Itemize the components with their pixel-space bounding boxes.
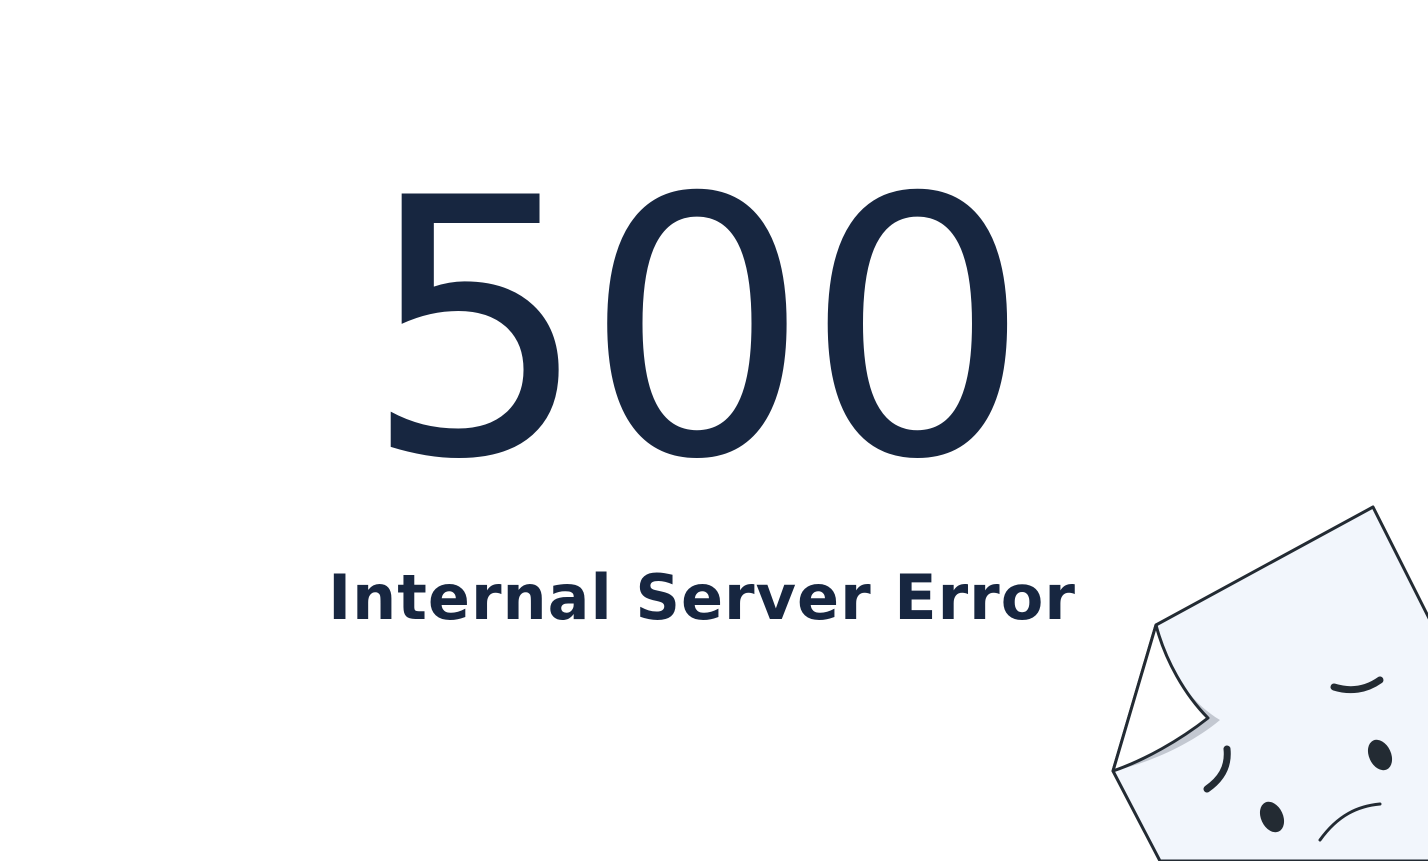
- error-message: Internal Server Error: [328, 561, 1076, 634]
- eye-left: [1259, 801, 1285, 833]
- eyebrow-left: [1203, 745, 1231, 793]
- eye-right: [1367, 739, 1393, 771]
- sad-page-icon: [1111, 505, 1428, 861]
- eyebrow-right: [1330, 676, 1384, 694]
- error-code: 500: [363, 123, 1031, 537]
- curled-corner: [1111, 623, 1210, 773]
- frown-mouth: [1318, 802, 1382, 842]
